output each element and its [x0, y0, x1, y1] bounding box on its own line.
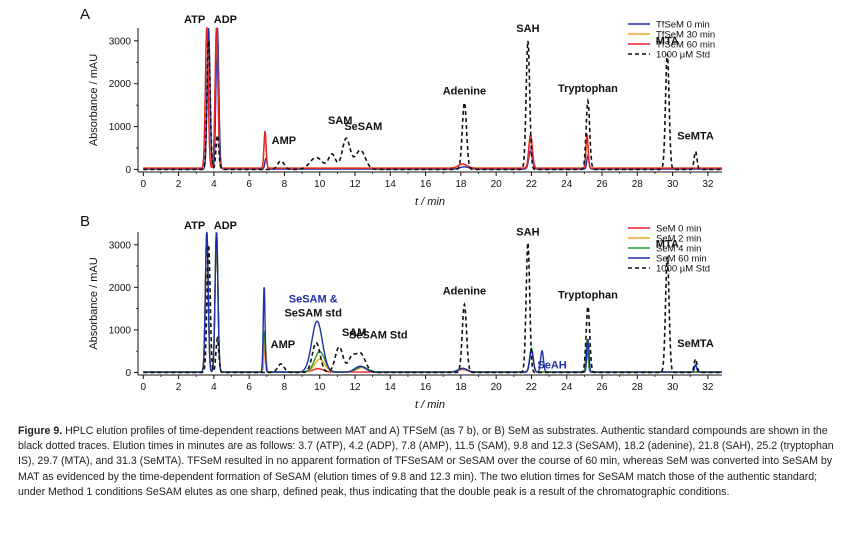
x-tick-label: 8: [282, 179, 288, 190]
x-tick-label: 12: [349, 179, 361, 190]
legend-label: TfSeM 0 min: [656, 20, 710, 31]
x-tick-label: 20: [491, 179, 503, 190]
x-axis-title: t / min: [415, 196, 445, 208]
legend-label: SeM 4 min: [656, 244, 701, 255]
x-tick-label: 8: [282, 382, 288, 393]
y-tick-label: 0: [125, 368, 131, 379]
peak-label: SeAH: [537, 359, 566, 371]
peak-label: MTA: [656, 239, 679, 251]
x-tick-label: 6: [246, 382, 252, 393]
series-line: [143, 231, 722, 373]
panel-B: B0 2 4 6 8 10 12 14 16 18 20 22 24 26 28 30 320100020003…: [80, 213, 722, 411]
y-tick-label: 0: [125, 165, 131, 176]
x-tick-label: 20: [491, 382, 503, 393]
x-tick-label: 0: [141, 179, 147, 190]
y-tick-label: 2000: [109, 79, 132, 90]
legend-label: TfSeM 60 min: [656, 40, 715, 51]
panel-A: A0 2 4 6 8 10 12 14 16 18 20 22 24 26 28 30 320100020003…: [80, 6, 722, 208]
peak-label: ADP: [214, 220, 237, 232]
legend-label: 1000 µM Std: [656, 50, 710, 61]
x-tick-label: 22: [526, 179, 538, 190]
peak-label: SeSAM: [344, 121, 382, 133]
peak-label: Adenine: [443, 285, 486, 297]
panel-label: A: [80, 6, 90, 23]
x-tick-label: 6: [246, 179, 252, 190]
peak-label: ATP: [184, 14, 205, 26]
y-tick-label: 1000: [109, 325, 132, 336]
y-tick-label: 1000: [109, 122, 132, 133]
x-tick-label: 2: [176, 382, 182, 393]
x-tick-label: 10: [314, 179, 326, 190]
legend-label: SeM 2 min: [656, 234, 701, 245]
x-axis-title: t / min: [415, 399, 445, 411]
peak-label: SeSAM Std: [349, 330, 408, 342]
x-tick-label: 14: [385, 382, 397, 393]
x-tick-label: 14: [385, 179, 397, 190]
x-tick-label: 32: [702, 179, 714, 190]
x-tick-label: 12: [349, 382, 361, 393]
series-line: [143, 232, 722, 373]
series-line: [143, 40, 722, 171]
peak-label: ADP: [214, 14, 237, 26]
peak-label: SeMTA: [677, 130, 714, 142]
peak-label: ATP: [184, 220, 205, 232]
x-tick-label: 26: [596, 179, 608, 190]
hplc-figure: A0 2 4 6 8 10 12 14 16 18 20 22 24 26 28 30 320100020003…: [80, 6, 722, 411]
x-tick-label: 0: [141, 382, 147, 393]
x-tick-label: 24: [561, 382, 573, 393]
panel-label: B: [80, 213, 90, 230]
peak-label: Adenine: [443, 86, 486, 98]
peak-label: SAH: [516, 227, 539, 239]
legend-label: TfSeM 30 min: [656, 30, 715, 41]
x-tick-label: 2: [176, 179, 182, 190]
x-tick-label: 10: [314, 382, 326, 393]
figure-caption: Figure 9. HPLC elution profiles of time-…: [18, 424, 844, 500]
peak-label: SeSAM std: [284, 308, 341, 320]
x-tick-label: 24: [561, 179, 573, 190]
peak-label: Tryptophan: [558, 83, 618, 95]
x-tick-label: 4: [211, 382, 217, 393]
peak-label: SeMTA: [677, 338, 714, 350]
series-line: [143, 27, 722, 170]
x-tick-label: 16: [420, 179, 432, 190]
x-tick-label: 28: [632, 382, 644, 393]
x-tick-label: 4: [211, 179, 217, 190]
series-line: [143, 242, 722, 374]
peak-label: SeSAM &: [289, 294, 338, 306]
legend-label: 1000 µM Std: [656, 264, 710, 275]
series-line: [143, 26, 722, 169]
y-axis-title: Absorbance / mAU: [88, 54, 100, 146]
peak-label: AMP: [271, 339, 295, 351]
peak-label: AMP: [272, 135, 296, 147]
peak-label: Tryptophan: [558, 289, 618, 301]
peak-label: MTA: [656, 36, 679, 48]
x-tick-label: 18: [455, 382, 467, 393]
series-line: [143, 27, 722, 169]
caption-label: Figure 9.: [18, 425, 63, 437]
y-axis-title: Absorbance / mAU: [88, 257, 100, 349]
series-line: [143, 232, 722, 373]
x-tick-label: 30: [667, 382, 679, 393]
y-tick-label: 2000: [109, 283, 132, 294]
x-tick-label: 22: [526, 382, 538, 393]
y-tick-label: 3000: [109, 36, 132, 47]
peak-label: SAM: [328, 115, 352, 127]
x-tick-label: 26: [596, 382, 608, 393]
y-tick-label: 3000: [109, 240, 132, 251]
legend-label: SeM 0 min: [656, 224, 701, 235]
x-tick-label: 16: [420, 382, 432, 393]
x-tick-label: 28: [632, 179, 644, 190]
caption-text: HPLC elution profiles of time-dependent …: [18, 425, 834, 498]
x-tick-label: 32: [702, 382, 714, 393]
series-line: [143, 231, 722, 373]
peak-label: SAH: [516, 23, 539, 35]
peak-label: SAM: [342, 327, 366, 339]
x-tick-label: 30: [667, 179, 679, 190]
x-tick-label: 18: [455, 179, 467, 190]
legend-label: SeM 60 min: [656, 254, 707, 265]
